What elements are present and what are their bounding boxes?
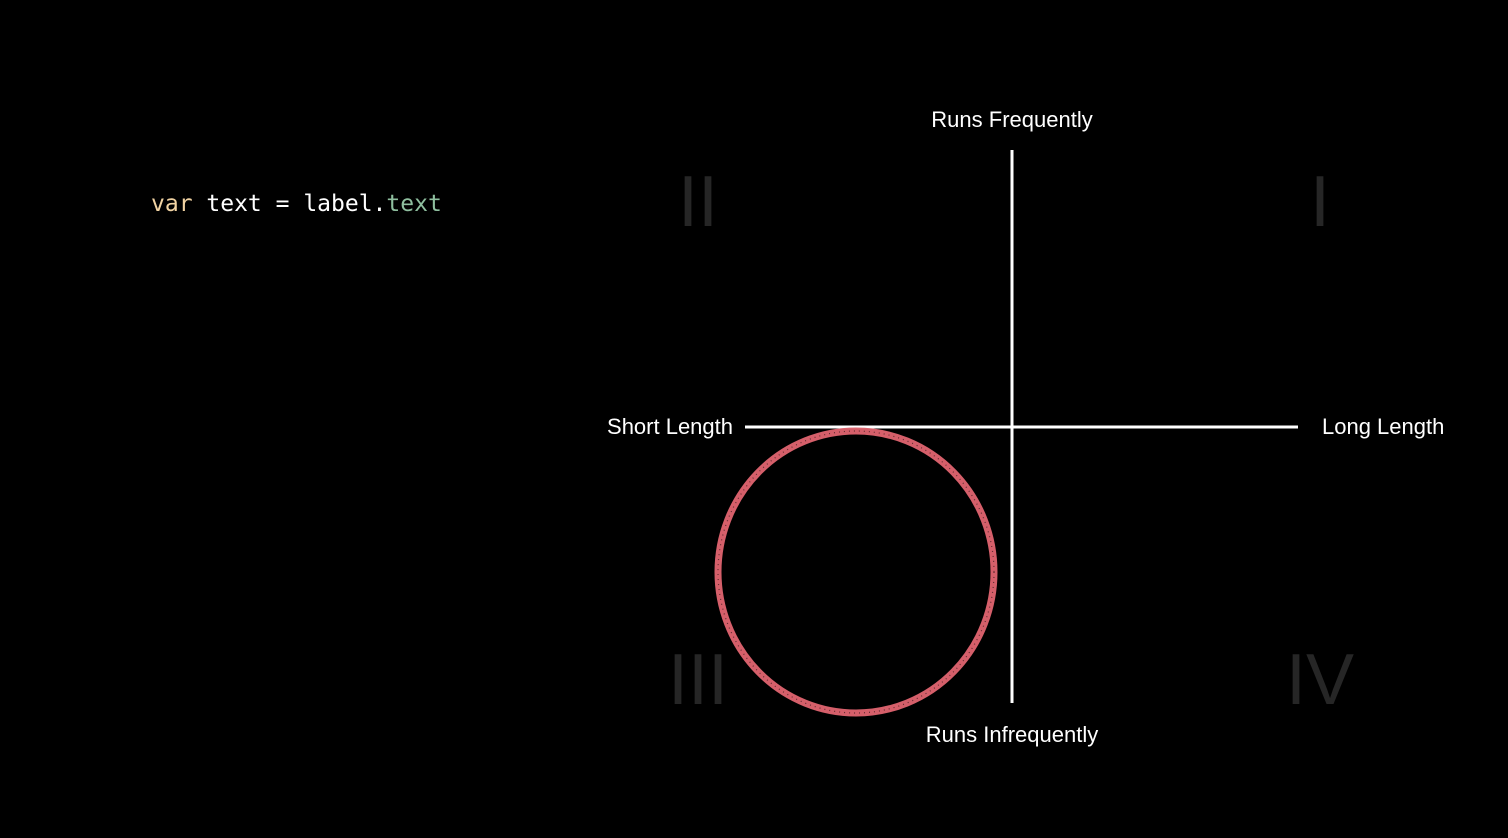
quadrant-label-ii: II <box>677 162 719 242</box>
axis-label-left: Short Length <box>607 414 733 439</box>
code-expression: text = label. <box>192 191 387 217</box>
axis-label-bottom: Runs Infrequently <box>925 722 1099 747</box>
quadrant-label-iv: IV <box>1285 640 1355 720</box>
code-keyword: var <box>151 191 193 217</box>
highlight-circle <box>714 427 998 717</box>
code-property: text <box>386 191 442 217</box>
quadrant-label-i: I <box>1309 162 1331 242</box>
axis-label-top: Runs Frequently <box>931 107 1093 132</box>
code-snippet: var text = label.text <box>151 188 442 220</box>
axis-label-right: Long Length <box>1322 414 1445 439</box>
quadrant-label-iii: III <box>667 640 729 720</box>
